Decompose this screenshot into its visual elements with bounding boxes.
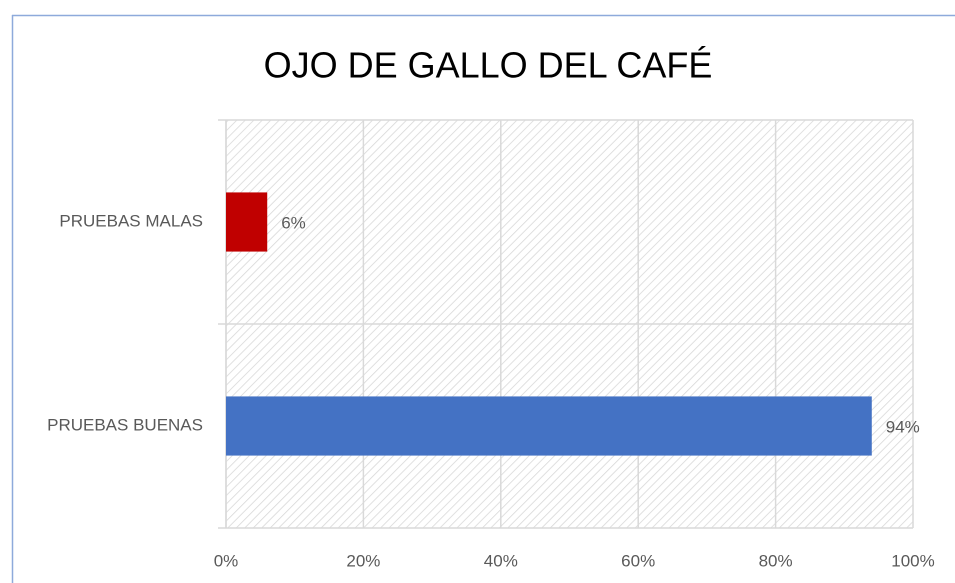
x-tick-label: 0% <box>214 551 239 570</box>
bar <box>226 192 268 252</box>
y-tick-label: PRUEBAS BUENAS <box>47 415 203 434</box>
data-label: 6% <box>281 213 306 232</box>
x-tick-label: 100% <box>891 551 934 570</box>
x-tick-label: 40% <box>484 551 518 570</box>
x-tick-label: 80% <box>759 551 793 570</box>
y-tick-label: PRUEBAS MALAS <box>59 211 203 230</box>
data-label: 94% <box>886 417 920 436</box>
chart-title: OJO DE GALLO DEL CAFÉ <box>264 45 713 86</box>
x-tick-label: 20% <box>346 551 380 570</box>
bar <box>226 396 872 456</box>
x-tick-label: 60% <box>621 551 655 570</box>
